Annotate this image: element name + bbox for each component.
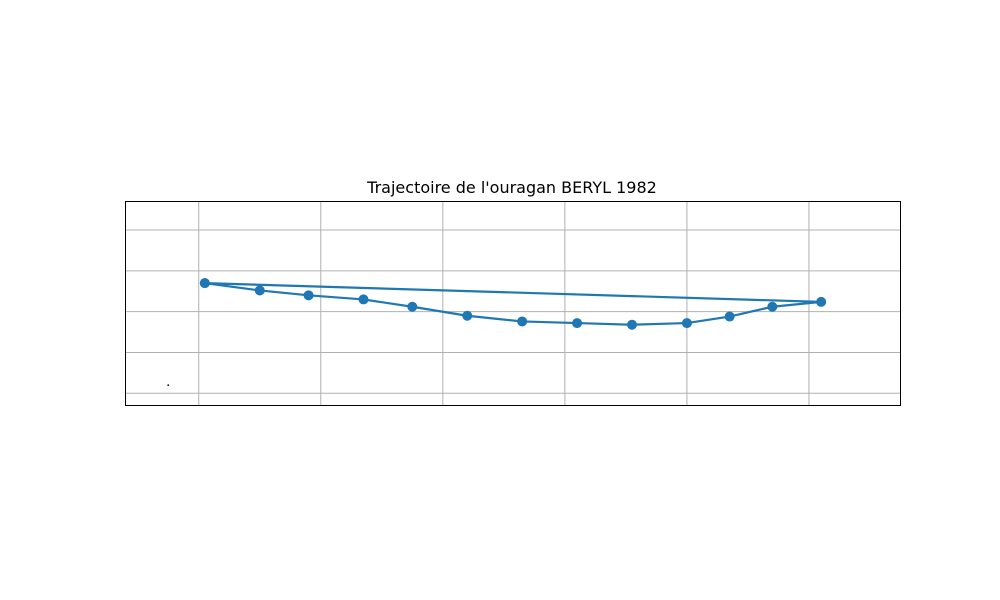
track-point	[462, 310, 473, 321]
track-point	[303, 290, 314, 301]
stray-mark	[167, 384, 170, 386]
track-point	[724, 311, 735, 322]
track-line	[204, 282, 823, 326]
track-point	[358, 294, 369, 305]
track-point	[572, 318, 583, 329]
axes-frame	[125, 201, 901, 406]
track-point	[199, 278, 210, 289]
track-point	[407, 301, 418, 312]
track-point	[816, 296, 827, 307]
track-point	[681, 318, 692, 329]
track-point	[254, 285, 265, 296]
series-layer	[167, 278, 827, 386]
track-point	[767, 301, 778, 312]
track-point	[626, 319, 637, 330]
grid-layer	[125, 201, 901, 406]
track-point	[517, 316, 528, 327]
chart-title: Trajectoire de l'ouragan BERYL 1982	[366, 178, 657, 197]
